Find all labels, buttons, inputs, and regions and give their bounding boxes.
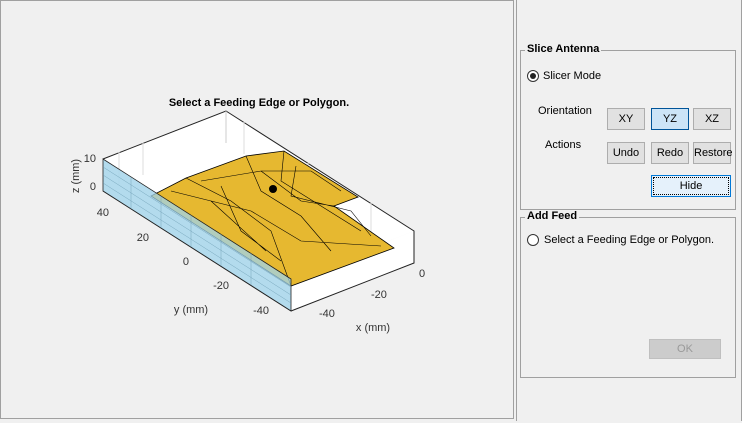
y-tick: 40: [97, 207, 109, 219]
feeding-edge-radio[interactable]: [527, 234, 539, 246]
undo-button[interactable]: Undo: [607, 142, 645, 164]
restore-button[interactable]: Restore: [693, 142, 733, 164]
z-tick: 0: [90, 181, 96, 193]
ok-button[interactable]: OK: [649, 339, 721, 359]
x-tick: 0: [419, 268, 425, 280]
redo-button[interactable]: Redo: [651, 142, 689, 164]
orientation-label: Orientation: [538, 105, 592, 117]
y-tick: -20: [213, 280, 229, 292]
x-tick: -40: [319, 308, 335, 320]
z-label: z (mm): [70, 159, 82, 193]
z-tick: 10: [84, 153, 96, 165]
slicer-mode-label: Slicer Mode: [543, 70, 602, 82]
slicer-mode-radio[interactable]: [527, 70, 539, 82]
x-label: x (mm): [356, 322, 390, 334]
slice-antenna-panel: Slice Antenna Slicer Mode Orientation Ac…: [520, 43, 736, 210]
mesh-lines: [170, 150, 382, 287]
y-tick: 0: [183, 256, 189, 268]
slice-panel-title: Slice Antenna: [525, 43, 602, 55]
antenna-3d-plot[interactable]: Select a Feeding Edge or Polygon. 10 0 z…: [1, 1, 515, 420]
plot-title: Select a Feeding Edge or Polygon.: [169, 97, 349, 109]
xz-button[interactable]: XZ: [693, 108, 731, 130]
y-label: y (mm): [174, 304, 208, 316]
plot-area: Select a Feeding Edge or Polygon. 10 0 z…: [0, 0, 514, 419]
actions-label: Actions: [545, 139, 582, 151]
yz-button[interactable]: YZ: [651, 108, 689, 130]
x-tick: -20: [371, 289, 387, 301]
hide-button[interactable]: Hide: [651, 175, 731, 197]
add-feed-panel: Add Feed Select a Feeding Edge or Polygo…: [520, 210, 736, 378]
feeding-edge-label: Select a Feeding Edge or Polygon.: [544, 234, 715, 246]
y-tick: -40: [253, 305, 269, 317]
xy-button[interactable]: XY: [607, 108, 645, 130]
control-sidebar: Slice Antenna Slicer Mode Orientation Ac…: [516, 0, 742, 421]
add-feed-title: Add Feed: [525, 210, 580, 222]
y-tick: 20: [137, 232, 149, 244]
